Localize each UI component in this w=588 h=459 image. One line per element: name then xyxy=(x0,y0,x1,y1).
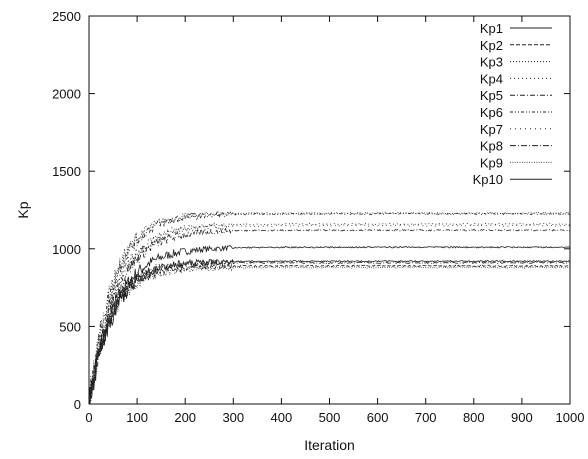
series-line-kp2 xyxy=(88,262,571,405)
series-line-kp9 xyxy=(89,263,571,405)
legend-label: Kp10 xyxy=(473,172,503,187)
x-tick-label: 900 xyxy=(511,410,533,425)
y-tick-label: 1500 xyxy=(52,164,81,179)
legend-label: Kp1 xyxy=(480,21,503,36)
x-axis-label: Iteration xyxy=(304,437,355,453)
tick-layer: 0 100 200 300 400 500 600 700 800 900 1000 0 500 1000… xyxy=(52,9,584,425)
x-tick-label: 1000 xyxy=(556,410,585,425)
series-line-kp5 xyxy=(89,227,571,405)
x-tick-label: 600 xyxy=(367,410,389,425)
series-line-kp7 xyxy=(88,223,571,405)
series-line-kp4 xyxy=(89,221,571,405)
series-line-kp8 xyxy=(89,259,570,405)
series-layer xyxy=(88,210,571,405)
y-tick-label: 1000 xyxy=(52,242,81,257)
x-tick-label: 400 xyxy=(271,410,293,425)
legend-label: Kp7 xyxy=(480,122,503,137)
series-line-kp6 xyxy=(88,211,571,405)
legend-label: Kp8 xyxy=(480,139,503,154)
x-tick-label: 800 xyxy=(463,410,485,425)
legend-label: Kp3 xyxy=(480,55,503,70)
x-tick-label: 700 xyxy=(415,410,437,425)
x-tick-label: 300 xyxy=(222,410,244,425)
legend-label: Kp4 xyxy=(480,71,503,86)
y-axis-label: Kp xyxy=(15,201,31,218)
series-line-kp10 xyxy=(89,258,571,405)
legend-label: Kp2 xyxy=(480,38,503,53)
legend-label: Kp9 xyxy=(480,155,503,170)
y-tick-label: 2500 xyxy=(52,9,81,24)
y-tick-label: 500 xyxy=(59,319,81,334)
x-tick-label: 0 xyxy=(85,410,92,425)
series-line-kp3 xyxy=(88,210,571,405)
y-tick-label: 2000 xyxy=(52,87,81,102)
legend-label: Kp6 xyxy=(480,105,503,120)
x-tick-label: 100 xyxy=(126,410,148,425)
legend-label: Kp5 xyxy=(480,88,503,103)
x-tick-label: 200 xyxy=(174,410,196,425)
y-tick-label: 0 xyxy=(74,397,81,412)
x-tick-label: 500 xyxy=(319,410,341,425)
series-line-kp1 xyxy=(88,244,571,405)
